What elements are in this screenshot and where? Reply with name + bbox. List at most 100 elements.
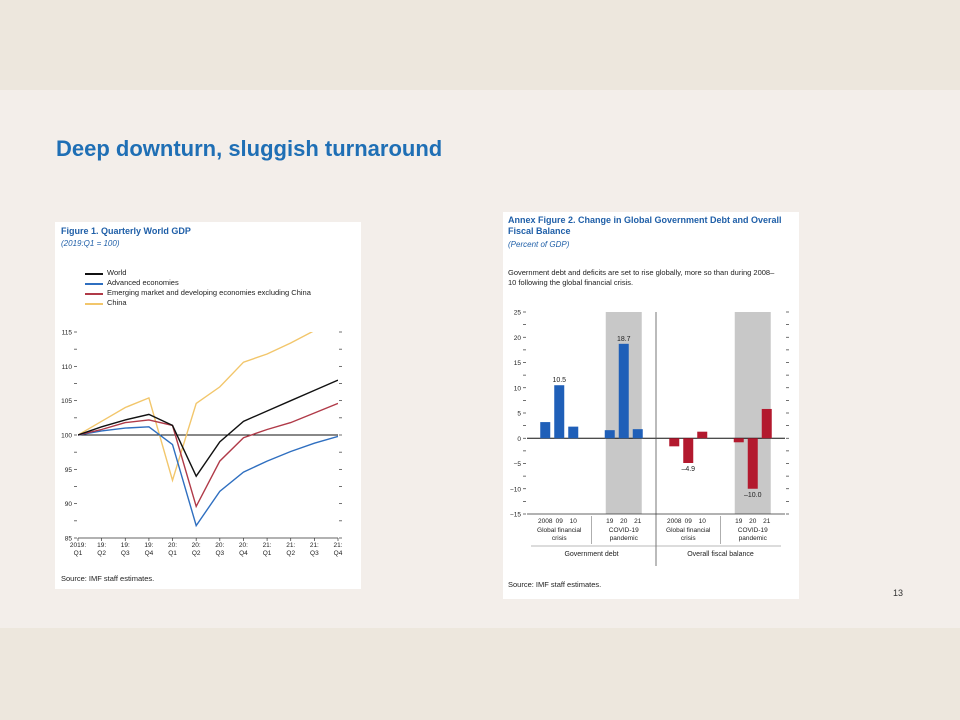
x-tick-label: 21: <box>286 542 295 549</box>
top-band <box>0 0 960 90</box>
group-label: Global financial <box>666 527 711 534</box>
x-tick-label: 21: <box>310 542 319 549</box>
bar-value-label: –4.9 <box>681 466 695 473</box>
x-tick-label: 10 <box>570 518 578 525</box>
group-label: COVID-19 <box>738 527 768 534</box>
x-tick-label: Q4 <box>334 550 343 557</box>
group-label: Global financial <box>537 527 582 534</box>
figure-1-subtitle: (2019:Q1 = 100) <box>61 239 120 248</box>
x-tick-label: Q2 <box>286 550 295 557</box>
figure-1-legend: World Advanced economies Emerging market… <box>85 268 311 308</box>
bottom-band <box>0 628 960 720</box>
x-tick-label: 2008 <box>538 518 553 525</box>
group-label: crisis <box>681 535 697 542</box>
bar <box>604 430 615 439</box>
figure-2-source: Source: IMF staff estimates. <box>508 580 602 589</box>
y-tick-label: −5 <box>514 461 522 468</box>
bar-value-label: 10.5 <box>552 377 566 384</box>
x-tick-label: 21 <box>763 518 771 525</box>
y-tick-label: 20 <box>514 335 522 342</box>
bar <box>618 343 629 439</box>
x-tick-label: 20: <box>239 542 248 549</box>
bar <box>761 408 772 439</box>
bar-value-label: –10.0 <box>744 492 762 499</box>
x-tick-label: Q1 <box>168 550 177 557</box>
x-tick-label: 20: <box>215 542 224 549</box>
bar <box>733 438 744 443</box>
x-tick-label: Q3 <box>215 550 224 557</box>
x-tick-label: 21: <box>333 542 342 549</box>
x-tick-label: 21 <box>634 518 642 525</box>
x-tick-label: 20: <box>192 542 201 549</box>
x-tick-label: Q4 <box>239 550 248 557</box>
bar <box>568 426 579 439</box>
figure-1-line-chart: 8590951001051101152019:Q119:Q219:Q319:Q4… <box>61 330 343 558</box>
y-tick-label: −10 <box>510 486 521 493</box>
x-tick-label: 20 <box>749 518 757 525</box>
y-tick-label: 100 <box>61 433 72 440</box>
x-tick-label: 09 <box>685 518 693 525</box>
section-label: Government debt <box>564 551 618 558</box>
figure-2-title: Annex Figure 2. Change in Global Governm… <box>508 215 782 236</box>
series-line-world <box>78 379 338 478</box>
y-tick-label: 110 <box>62 364 73 371</box>
group-label: crisis <box>552 535 568 542</box>
y-tick-label: 95 <box>65 467 73 474</box>
bar <box>683 438 694 463</box>
x-tick-label: 21: <box>263 542 272 549</box>
y-tick-label: 85 <box>65 536 73 543</box>
series-line-emerging-market-and-developing-economies-excluding-china <box>78 402 338 509</box>
x-tick-label: 2008 <box>667 518 682 525</box>
y-tick-label: 115 <box>62 330 73 337</box>
x-tick-label: 19 <box>735 518 743 525</box>
legend-item-world: World <box>85 268 311 278</box>
x-tick-label: 09 <box>556 518 564 525</box>
x-tick-label: 19: <box>144 542 153 549</box>
group-label: COVID-19 <box>609 527 639 534</box>
bar <box>747 438 758 489</box>
y-tick-label: 0 <box>517 436 521 443</box>
x-tick-label: 2019: <box>70 542 86 549</box>
bar <box>697 431 708 439</box>
x-tick-label: Q3 <box>310 550 319 557</box>
y-tick-label: 5 <box>517 411 521 418</box>
y-tick-label: 90 <box>65 501 73 508</box>
series-line-advanced-economies <box>78 426 338 528</box>
x-tick-label: Q1 <box>263 550 272 557</box>
x-tick-label: 19 <box>606 518 614 525</box>
figure-1-title: Figure 1. Quarterly World GDP <box>61 226 191 236</box>
figure-1-source: Source: IMF staff estimates. <box>61 574 155 583</box>
series-line-china <box>78 332 314 483</box>
x-tick-label: 19: <box>97 542 106 549</box>
figure-2-panel: Annex Figure 2. Change in Global Governm… <box>503 212 799 599</box>
x-tick-label: 10 <box>699 518 707 525</box>
x-tick-label: 20 <box>620 518 628 525</box>
figure-2-subtitle: (Percent of GDP) <box>508 240 570 249</box>
bar-value-label: 18.7 <box>617 336 631 343</box>
x-tick-label: Q3 <box>121 550 130 557</box>
group-label: pandemic <box>739 535 768 542</box>
x-tick-label: 20: <box>168 542 177 549</box>
y-tick-label: −15 <box>510 512 521 519</box>
slide-title: Deep downturn, sluggish turnaround <box>56 136 443 161</box>
group-label: pandemic <box>610 535 639 542</box>
x-tick-label: 19: <box>121 542 130 549</box>
figure-2-note: Government debt and deficits are set to … <box>508 268 775 287</box>
section-label: Overall fiscal balance <box>687 551 754 558</box>
y-tick-label: 15 <box>514 360 522 367</box>
y-tick-label: 10 <box>514 385 522 392</box>
legend-item-china: China <box>85 298 311 308</box>
x-tick-label: Q2 <box>97 550 106 557</box>
figure-1-panel: Figure 1. Quarterly World GDP (2019:Q1 =… <box>55 222 361 589</box>
x-tick-label: Q2 <box>192 550 201 557</box>
legend-item-emde: Emerging market and developing economies… <box>85 288 311 298</box>
figure-2-bar-chart: −15 −10 −5 0 5 10 15 20 25 2008 10.5 09 10 Global fin… <box>510 310 789 566</box>
bar <box>540 422 551 439</box>
bar <box>632 429 643 439</box>
page-number: 13 <box>893 588 904 598</box>
legend-item-advanced: Advanced economies <box>85 278 311 288</box>
bar <box>554 385 565 439</box>
y-tick-label: 105 <box>61 398 72 405</box>
x-tick-label: Q1 <box>74 550 83 557</box>
x-tick-label: Q4 <box>145 550 154 557</box>
